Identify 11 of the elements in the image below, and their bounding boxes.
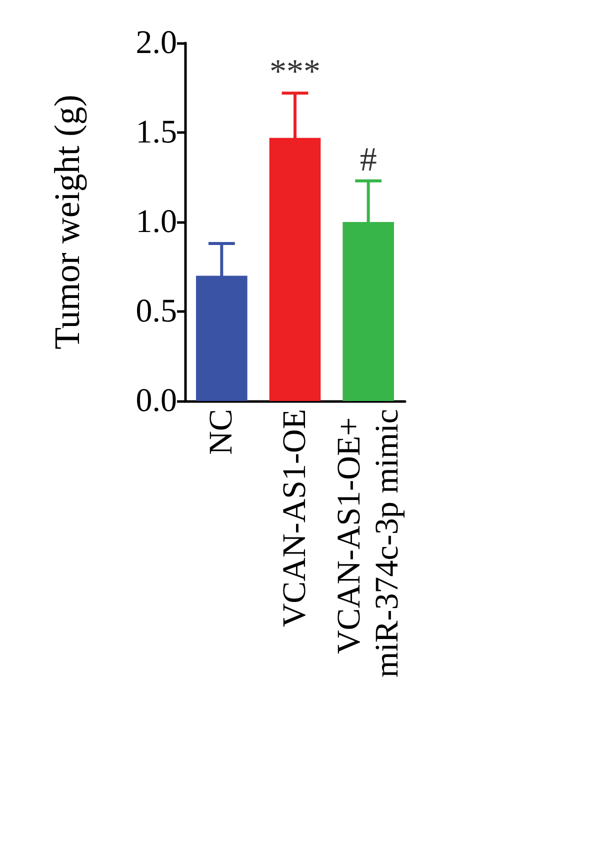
y-tick-label: 0.5	[136, 294, 177, 330]
y-tick-label: 2.0	[136, 25, 177, 61]
y-tick-label: 0.0	[136, 383, 177, 419]
annotation: #	[360, 141, 377, 178]
annotation: ***	[270, 54, 320, 91]
y-tick-label: 1.5	[136, 114, 177, 150]
x-tick-label: VCAN-AS1-OE+ miR-374c-3p mimic	[331, 409, 406, 678]
y-tick-label: 1.0	[136, 204, 177, 240]
y-axis-title: Tumor weight (g)	[47, 94, 87, 350]
x-tick-label: VCAN-AS1-OE	[277, 409, 313, 628]
x-tick-label: NC	[204, 409, 240, 455]
